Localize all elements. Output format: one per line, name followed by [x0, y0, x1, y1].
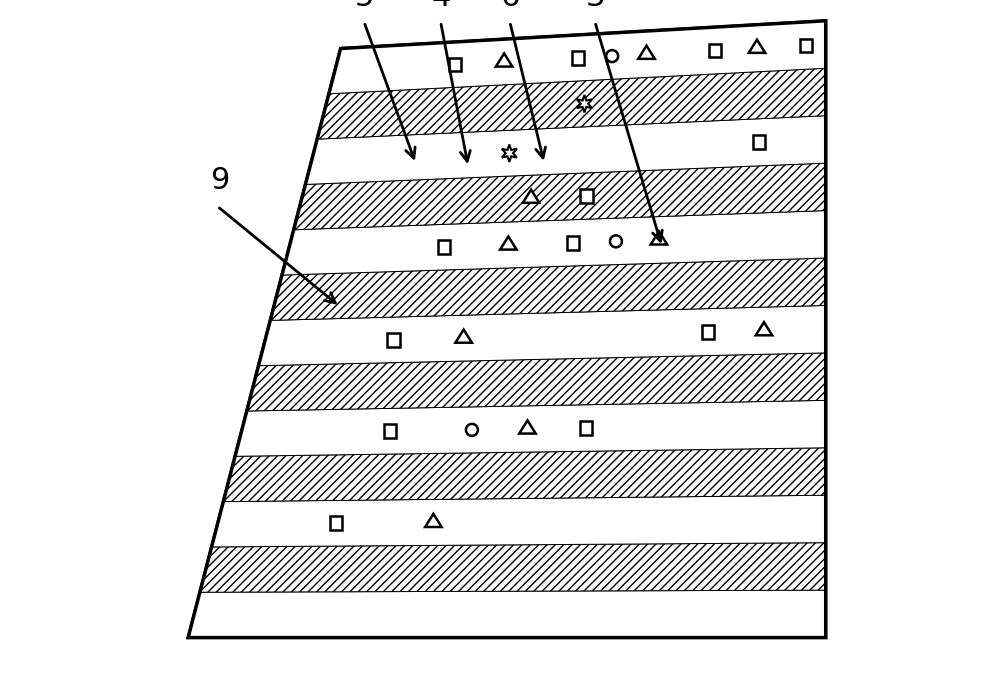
- Polygon shape: [294, 163, 826, 230]
- Bar: [384, 424, 396, 438]
- Text: 6: 6: [501, 0, 520, 12]
- Circle shape: [606, 50, 618, 62]
- Text: 3: 3: [586, 0, 605, 12]
- Polygon shape: [500, 236, 517, 249]
- Polygon shape: [651, 231, 667, 245]
- Bar: [709, 44, 721, 58]
- Polygon shape: [317, 68, 826, 139]
- Bar: [800, 39, 812, 53]
- Polygon shape: [223, 448, 826, 502]
- Polygon shape: [282, 211, 826, 275]
- Polygon shape: [455, 330, 472, 343]
- Text: 5: 5: [355, 0, 375, 12]
- Polygon shape: [235, 401, 826, 456]
- Polygon shape: [188, 590, 826, 638]
- Polygon shape: [200, 543, 826, 593]
- Bar: [330, 516, 342, 530]
- Text: 9: 9: [210, 166, 229, 195]
- Polygon shape: [519, 421, 536, 434]
- Polygon shape: [756, 322, 772, 335]
- Bar: [580, 189, 593, 203]
- Bar: [753, 135, 765, 149]
- Bar: [387, 333, 400, 346]
- Text: 4: 4: [431, 0, 451, 12]
- Polygon shape: [188, 21, 826, 638]
- Bar: [449, 58, 461, 71]
- Circle shape: [610, 236, 622, 247]
- Polygon shape: [502, 144, 517, 162]
- Polygon shape: [523, 190, 539, 203]
- Bar: [580, 421, 592, 435]
- Polygon shape: [577, 95, 592, 112]
- Polygon shape: [270, 258, 826, 320]
- Bar: [567, 236, 579, 249]
- Polygon shape: [305, 116, 826, 184]
- Polygon shape: [749, 40, 765, 53]
- Polygon shape: [496, 53, 512, 67]
- Bar: [572, 51, 584, 65]
- Bar: [702, 325, 714, 339]
- Polygon shape: [247, 353, 826, 411]
- Polygon shape: [212, 495, 826, 547]
- Polygon shape: [259, 306, 826, 366]
- Polygon shape: [329, 21, 826, 94]
- Polygon shape: [638, 46, 655, 59]
- Circle shape: [466, 424, 478, 436]
- Bar: [438, 240, 450, 254]
- Polygon shape: [425, 514, 442, 527]
